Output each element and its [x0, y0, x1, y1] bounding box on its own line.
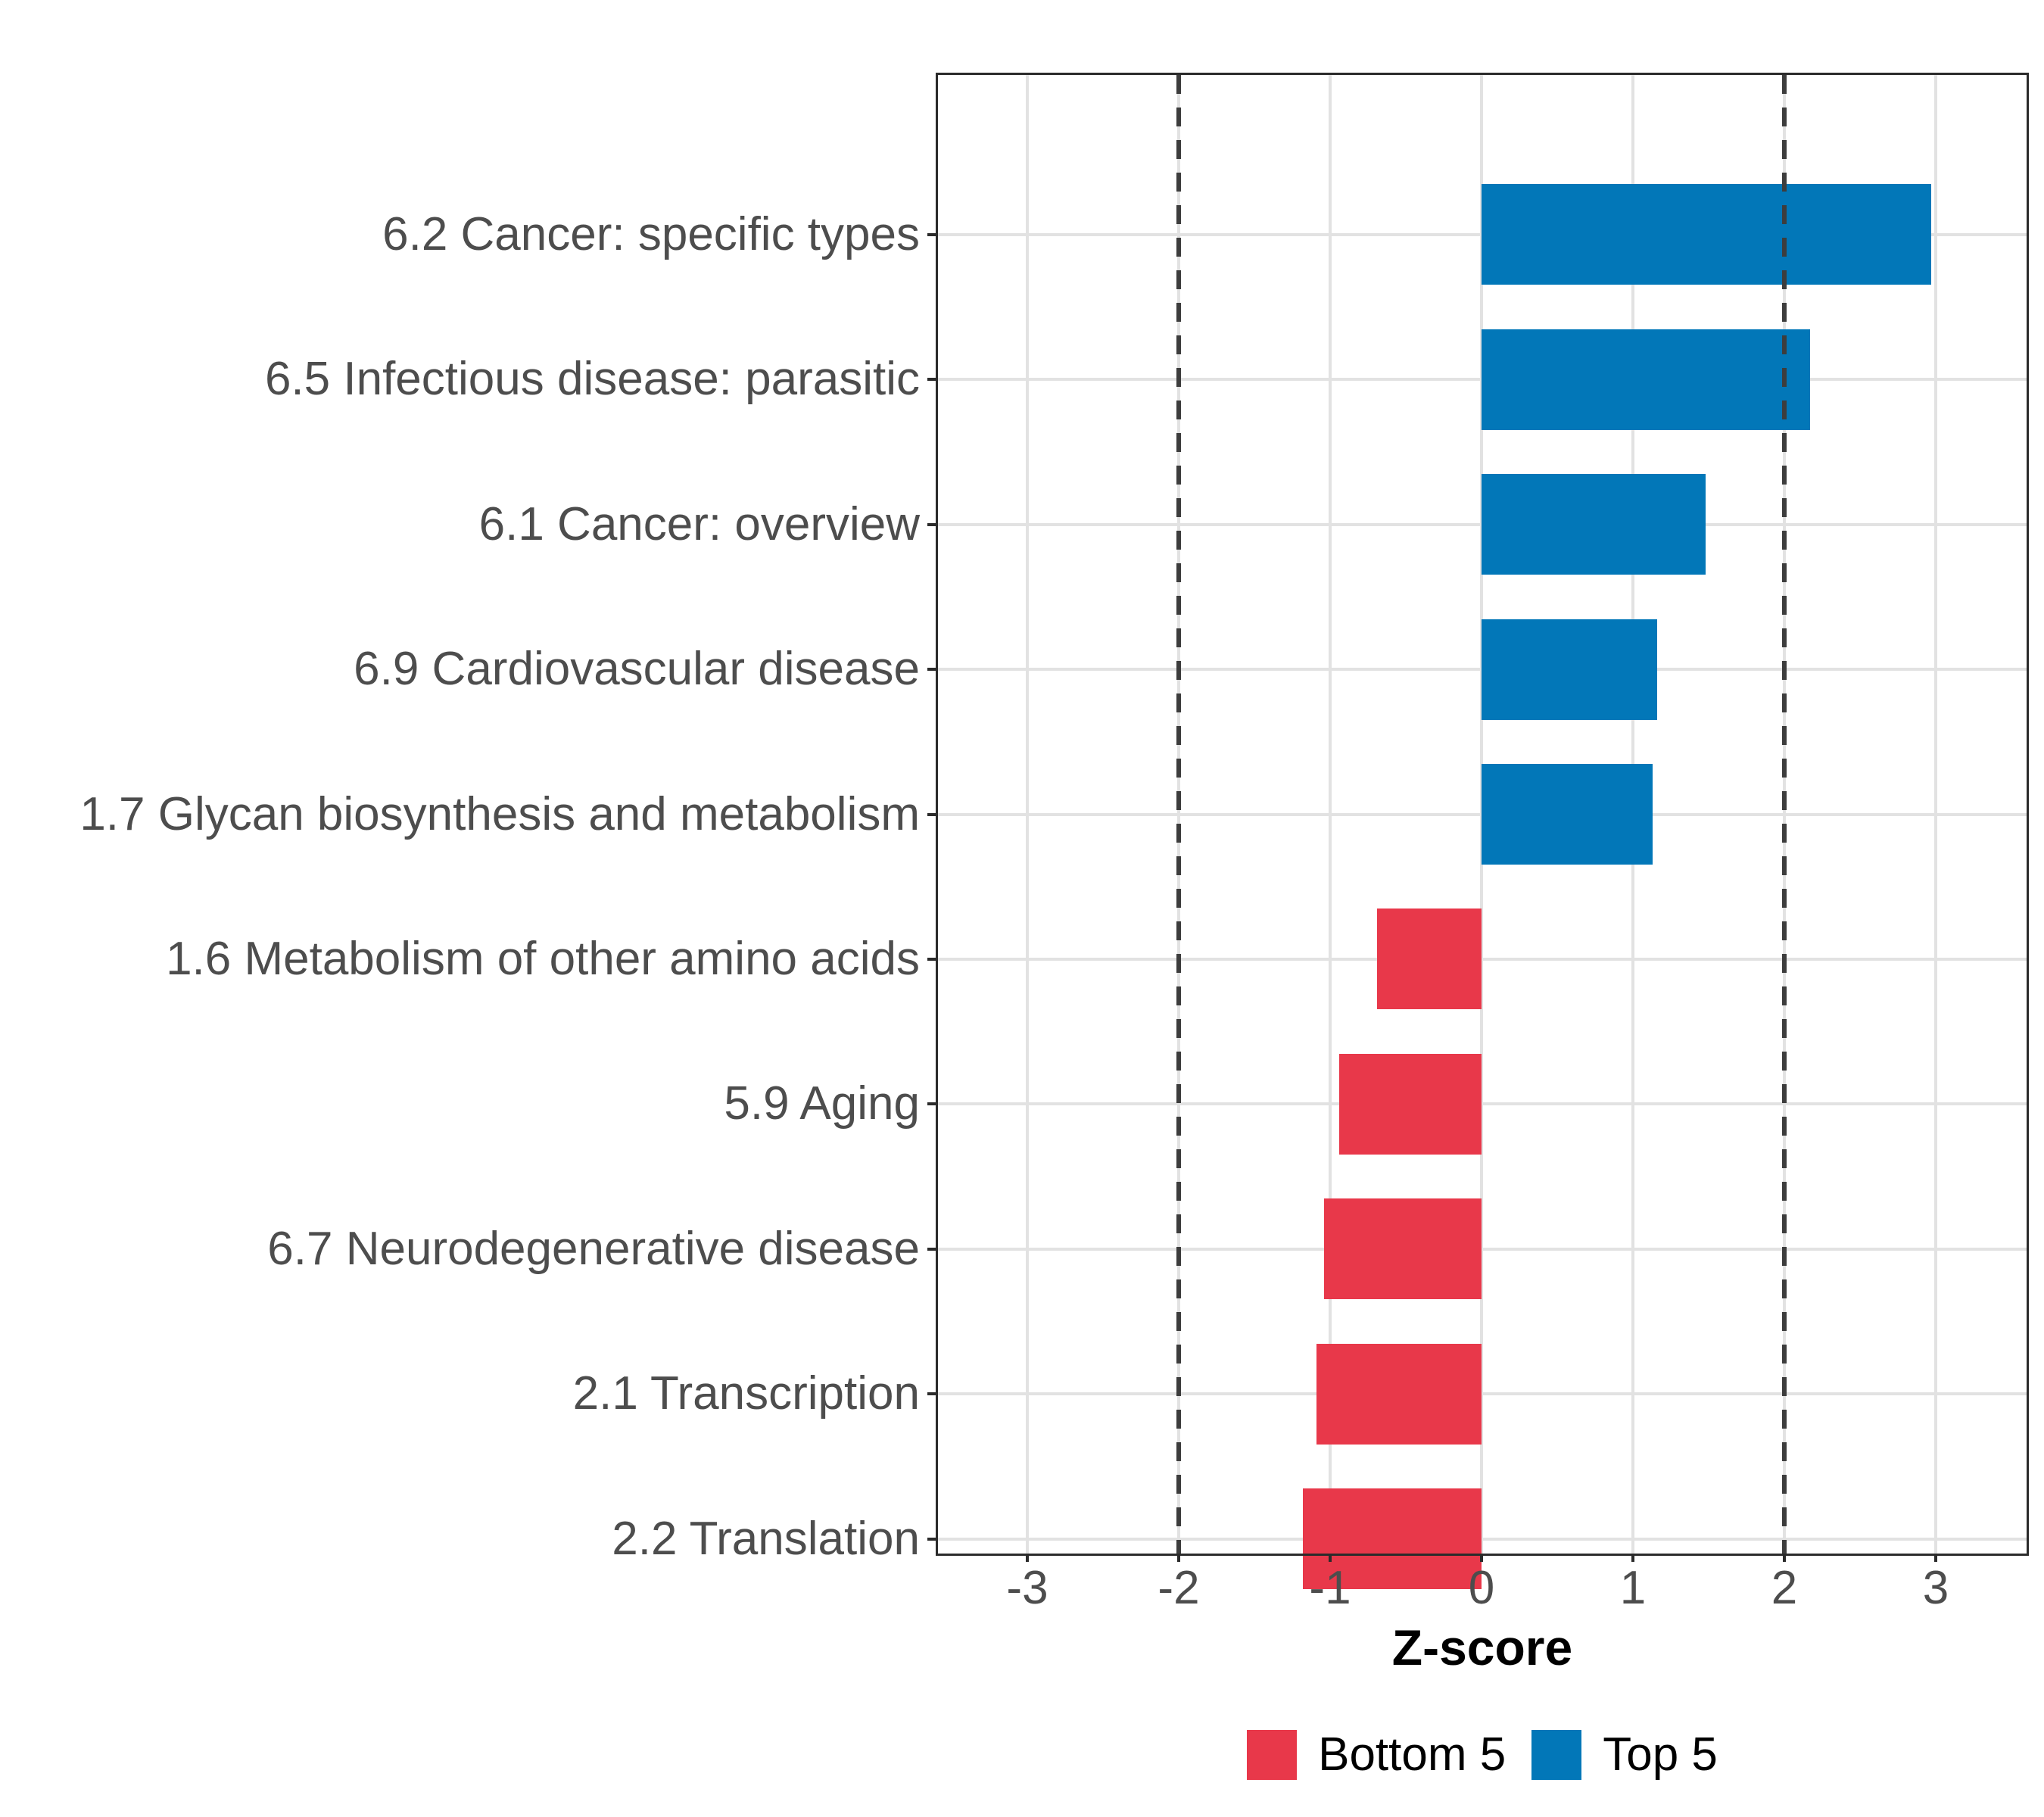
x-axis-tick-label: -3 [1006, 1562, 1048, 1614]
y-axis-tick [927, 1537, 936, 1541]
bar-2-2-translation [1303, 1488, 1482, 1590]
bar-6-7-neurodegenerative-disease [1324, 1198, 1482, 1300]
x-axis-tick [1783, 1554, 1786, 1562]
y-axis-category-label: 6.1 Cancer: overview [478, 497, 920, 550]
x-axis-tick [1026, 1554, 1029, 1562]
bar-6-2-cancer-specific-types [1482, 184, 1931, 285]
bar-2-1-transcription [1316, 1343, 1482, 1445]
gridline-horizontal [938, 1247, 2027, 1251]
x-axis-tick-label: 1 [1619, 1562, 1647, 1614]
x-axis-tick-label: 3 [1922, 1562, 1949, 1614]
y-axis-category-label: 2.2 Translation [612, 1512, 920, 1565]
x-axis-tick-label: -1 [1309, 1562, 1351, 1614]
gridline-horizontal [938, 1392, 2027, 1396]
bar-5-9-aging [1339, 1053, 1482, 1155]
y-axis-category-label: 1.6 Metabolism of other amino acids [166, 932, 920, 985]
y-axis-tick [927, 668, 936, 672]
x-axis-title: Z-score [1391, 1619, 1573, 1675]
bar-6-5-infectious-disease-parasitic [1482, 329, 1810, 430]
y-axis-tick [927, 378, 936, 382]
legend-item-bottom5: Bottom 5 [1247, 1730, 1506, 1780]
gridline-horizontal [938, 957, 2027, 961]
y-axis-tick [927, 522, 936, 526]
x-axis-tick-label: -2 [1158, 1562, 1200, 1614]
y-axis-tick [927, 1247, 936, 1251]
bar-6-9-cardiovascular-disease [1482, 619, 1657, 720]
bar-6-1-cancer-overview [1482, 474, 1706, 575]
gridline-horizontal [938, 1102, 2027, 1106]
x-axis-tick-label: 2 [1771, 1562, 1798, 1614]
legend-item-top5: Top 5 [1531, 1730, 1718, 1780]
legend-swatch-top5 [1531, 1730, 1582, 1780]
y-axis-tick [927, 1102, 936, 1106]
y-axis-category-label: 6.2 Cancer: specific types [382, 207, 920, 260]
y-axis-category-label: 2.1 Transcription [572, 1367, 920, 1420]
x-axis-tick-label: 0 [1468, 1562, 1495, 1614]
y-axis-tick [927, 1392, 936, 1396]
y-axis-category-label: 6.7 Neurodegenerative disease [267, 1222, 920, 1275]
y-axis-tick [927, 232, 936, 236]
legend-label-bottom5: Bottom 5 [1318, 1728, 1507, 1781]
legend-swatch-bottom5 [1247, 1730, 1298, 1780]
x-axis-tick [1480, 1554, 1483, 1562]
legend: Bottom 5 Top 5 [938, 1730, 2027, 1780]
y-axis-category-label: 1.7 Glycan biosynthesis and metabolism [79, 787, 920, 840]
y-axis-tick [927, 957, 936, 961]
legend-label-top5: Top 5 [1603, 1728, 1718, 1781]
y-axis-category-label: 6.5 Infectious disease: parasitic [264, 353, 920, 406]
x-axis-tick [1631, 1554, 1634, 1562]
x-axis-tick [1329, 1554, 1332, 1562]
x-axis-tick [1934, 1554, 1937, 1562]
bar-1-6-metabolism-of-other-amino-acids [1377, 908, 1482, 1010]
y-axis-category-label: 5.9 Aging [724, 1077, 920, 1130]
gridline-horizontal [938, 1537, 2027, 1541]
y-axis-tick [927, 812, 936, 816]
y-axis-category-label: 6.9 Cardiovascular disease [354, 643, 920, 696]
plot-panel [938, 75, 2027, 1590]
x-axis-tick [1177, 1554, 1180, 1562]
bar-1-7-glycan-biosynthesis-and-metabolism [1482, 764, 1653, 865]
reference-lines [1176, 75, 1787, 1554]
